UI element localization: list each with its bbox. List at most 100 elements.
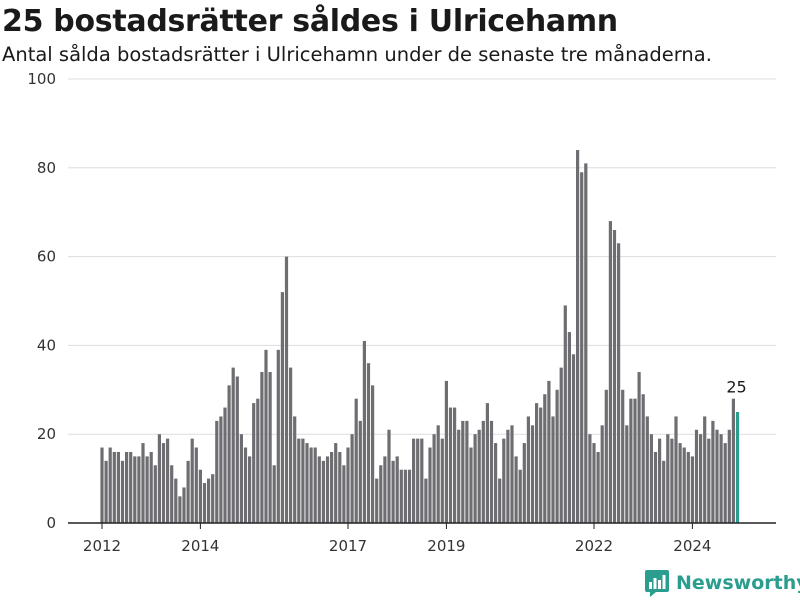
bar — [440, 438, 444, 523]
bar — [399, 469, 403, 523]
bar — [338, 451, 342, 523]
bar — [141, 443, 145, 523]
bar — [260, 372, 264, 523]
bar — [670, 438, 674, 523]
bar-latest — [735, 412, 740, 523]
bar — [678, 443, 682, 523]
chart-title: 25 bostadsrätter såldes i Ulricehamn — [2, 4, 618, 39]
bar — [629, 398, 633, 523]
bar — [358, 420, 362, 523]
bar — [387, 429, 391, 523]
bar — [690, 456, 694, 523]
bar — [223, 407, 227, 523]
bar — [309, 447, 313, 523]
bar — [612, 229, 617, 523]
bar — [502, 438, 506, 523]
bar — [125, 451, 129, 523]
bar — [325, 456, 330, 523]
bar — [243, 447, 248, 523]
bar — [662, 460, 666, 523]
bar — [334, 443, 338, 523]
bar — [711, 420, 715, 523]
bar — [317, 456, 321, 523]
bar — [190, 438, 194, 523]
bar — [514, 456, 518, 523]
bar — [625, 425, 629, 523]
bar — [584, 163, 588, 524]
bar — [477, 429, 481, 523]
bar — [268, 372, 272, 523]
bar — [219, 416, 223, 523]
bar — [559, 367, 563, 523]
bar — [666, 434, 670, 523]
bar — [403, 469, 407, 523]
bar — [448, 407, 453, 523]
bar — [166, 438, 170, 523]
bar — [571, 354, 576, 523]
newsworthy-logo-icon — [645, 570, 669, 597]
bar — [551, 416, 555, 523]
bar — [420, 438, 424, 523]
bar — [383, 456, 387, 523]
bar — [157, 434, 161, 523]
bar — [637, 372, 641, 523]
bar — [182, 487, 186, 523]
bar — [658, 438, 662, 523]
bar — [596, 451, 600, 523]
x-tick-label: 2014 — [181, 537, 219, 555]
bar — [149, 451, 153, 523]
bar — [231, 367, 235, 523]
bar — [424, 478, 428, 523]
bar — [280, 292, 284, 523]
bar — [174, 478, 178, 523]
bar — [600, 425, 604, 523]
bar — [108, 447, 112, 523]
chart-subtitle: Antal sålda bostadsrätter i Ulricehamn u… — [2, 43, 712, 66]
bar — [580, 172, 584, 524]
bar — [129, 451, 133, 523]
bar — [202, 483, 207, 523]
bar — [235, 376, 239, 523]
bar — [653, 451, 658, 523]
bar — [313, 447, 317, 523]
bar — [715, 429, 719, 523]
x-axis-ticks: 2012 2014 2017 2019 2022 2024 — [83, 523, 711, 555]
bar — [395, 456, 399, 523]
bar — [412, 438, 416, 523]
bar — [301, 438, 305, 523]
bar — [645, 416, 649, 523]
bar — [674, 416, 678, 523]
bar — [530, 425, 535, 523]
bar — [227, 385, 231, 523]
bar — [543, 394, 547, 523]
bar — [153, 465, 157, 523]
bar — [178, 496, 182, 523]
bar — [498, 478, 502, 523]
bar — [608, 221, 612, 523]
bar — [305, 443, 309, 523]
bar — [723, 443, 727, 523]
y-tick-label: 60 — [37, 248, 56, 266]
bar — [112, 451, 116, 523]
bar — [510, 425, 514, 523]
bar — [588, 434, 592, 523]
newsworthy-logo: Newsworthy — [644, 568, 800, 598]
bar — [547, 380, 551, 523]
bar — [444, 380, 448, 523]
bar — [346, 447, 350, 523]
bar — [272, 465, 276, 523]
bar — [522, 443, 526, 523]
y-tick-label: 20 — [37, 425, 56, 443]
bar — [686, 451, 690, 523]
x-tick-label: 2024 — [673, 537, 711, 555]
bars — [100, 150, 740, 524]
newsworthy-logo-text: Newsworthy — [676, 572, 800, 594]
bar — [694, 429, 699, 523]
bar — [621, 389, 625, 523]
bar — [100, 447, 104, 523]
bar — [489, 420, 494, 523]
bar — [342, 465, 346, 523]
x-tick-label: 2012 — [83, 537, 121, 555]
bar — [256, 398, 260, 523]
bar — [555, 389, 559, 523]
